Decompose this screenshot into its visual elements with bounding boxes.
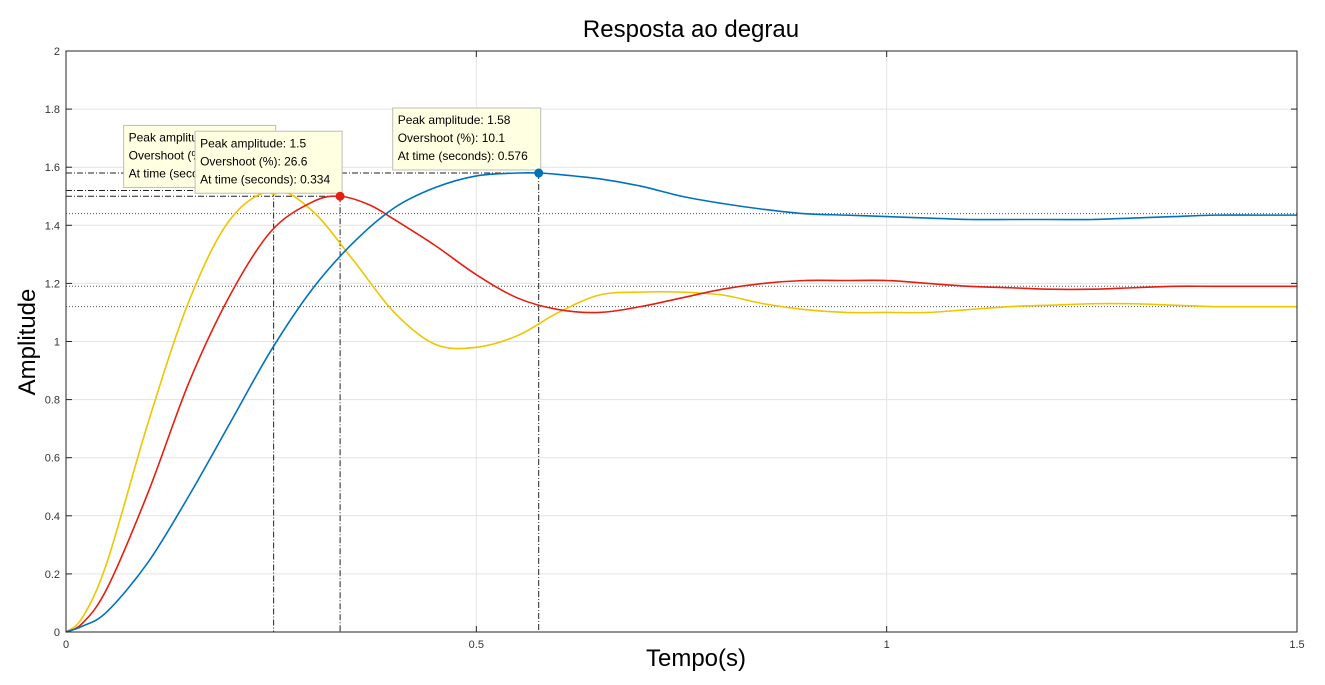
datatip-text: At time (seconds): 0.334 (200, 172, 330, 186)
y-tick-label: 0.6 (45, 453, 60, 465)
y-tick-label: 0.2 (45, 569, 60, 581)
y-tick-label: 0.4 (45, 511, 60, 523)
datatip-text: At time (seconds): 0.576 (398, 149, 528, 163)
y-tick-label: 1.4 (45, 220, 60, 232)
y-axis-label: Amplitude (14, 289, 41, 396)
plot-area[interactable]: 0 0.5 1 1.5 0 0.2 0.4 0.6 0.8 1 1.2 1.4 1.6 1.8 2 Peak … (45, 46, 1305, 651)
datatip-3[interactable]: Peak amplitude: 1.58 Overshoot (%): 10.1 A… (392, 107, 542, 171)
x-tick-label: 0.5 (469, 639, 484, 651)
datatip-text: Overshoot (%): 26.6 (200, 154, 308, 168)
x-tick-label: 0 (63, 639, 69, 651)
y-tick-label: 0.8 (45, 395, 60, 407)
y-tick-label: 1.2 (45, 278, 60, 290)
series-line-3[interactable] (65, 171, 1297, 633)
x-tick-label: 1 (884, 639, 890, 651)
x-tick-label: 1.5 (1289, 639, 1304, 651)
y-tick-label: 1.8 (45, 104, 60, 116)
series-line-2[interactable] (65, 195, 1297, 633)
datatip-box (392, 107, 542, 171)
peak-marker[interactable] (534, 168, 544, 178)
datatip-text: Peak amplitude: 1.5 (200, 136, 306, 150)
series-line-1[interactable] (65, 189, 1297, 633)
y-tick-label: 0 (54, 627, 60, 639)
datatip-text: Overshoot (%): 10.1 (398, 131, 506, 145)
y-tick-label: 1.6 (45, 162, 60, 174)
datatip-box (194, 130, 343, 194)
y-tick-label: 1 (54, 337, 60, 349)
x-axis-label: Tempo(s) (646, 645, 746, 672)
datatip-2[interactable]: Peak amplitude: 1.5 Overshoot (%): 26.6 At… (194, 130, 343, 194)
peak-marker[interactable] (335, 191, 345, 201)
y-tick-label: 2 (54, 46, 60, 58)
datatip-text: Peak amplitude: 1.58 (398, 113, 511, 127)
chart-title: Resposta ao degrau (583, 16, 799, 43)
